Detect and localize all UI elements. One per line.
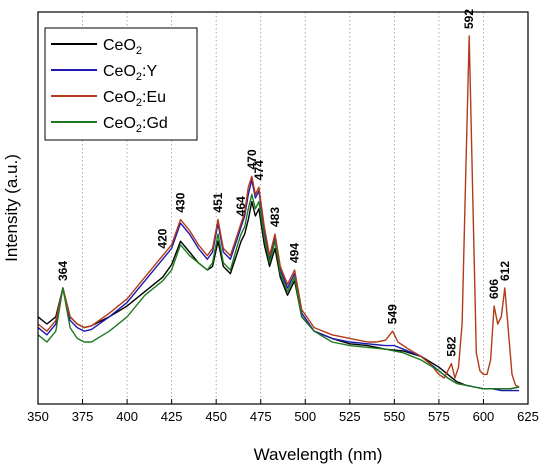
peak-label: 464: [234, 196, 248, 216]
peak-label: 582: [444, 336, 458, 356]
series-line-3: [37, 35, 520, 388]
legend-label: CeO2:Eu: [103, 89, 166, 109]
x-tick-label: 600: [473, 409, 495, 424]
x-tick-label: 425: [161, 409, 183, 424]
peak-label: 549: [386, 304, 400, 324]
legend: CeO2 CeO2:Y CeO2:Eu CeO2:Gd: [44, 27, 198, 141]
legend-label: CeO2:Y: [103, 63, 157, 83]
x-axis-ticks: 350 375 400 425 450 475 500 525 550 575 600 625: [27, 399, 539, 424]
legend-label: CeO2: [103, 37, 142, 57]
x-tick-label: 625: [517, 409, 539, 424]
peak-label: 483: [268, 207, 282, 227]
peak-label: 592: [462, 9, 476, 29]
x-axis-title: Wavelength (nm): [254, 445, 383, 464]
peak-label: 451: [211, 192, 225, 212]
legend-label: CeO2:Gd: [103, 115, 168, 135]
peak-label: 364: [56, 261, 70, 281]
peak-label: 494: [288, 243, 302, 263]
series-line-4: [37, 193, 520, 390]
peak-label: 606: [487, 279, 501, 299]
peak-label: 474: [252, 160, 266, 180]
x-tick-label: 350: [27, 409, 49, 424]
x-tick-label: 500: [294, 409, 316, 424]
x-tick-label: 475: [250, 409, 272, 424]
plot-frame: [37, 11, 529, 405]
series-line-1: [37, 200, 520, 390]
peak-label: 420: [156, 228, 170, 248]
x-tick-label: 525: [339, 409, 361, 424]
peak-label: 612: [498, 261, 512, 281]
x-tick-label: 575: [428, 409, 450, 424]
peak-label: 430: [174, 192, 188, 212]
spectrum-series: [37, 35, 520, 392]
peak-label: 470: [245, 149, 259, 169]
x-tick-label: 550: [384, 409, 406, 424]
x-tick-label: 400: [116, 409, 138, 424]
y-axis-title: Intensity (a.u.): [2, 154, 21, 262]
x-tick-label: 450: [205, 409, 227, 424]
x-tick-label: 375: [72, 409, 94, 424]
